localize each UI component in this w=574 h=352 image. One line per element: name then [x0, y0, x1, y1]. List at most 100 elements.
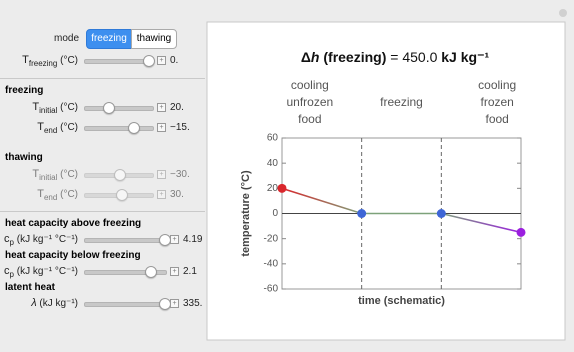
- slider-label: λ (kJ kg⁻¹): [0, 297, 78, 309]
- mode-label: mode: [54, 33, 80, 44]
- subscript: p: [9, 270, 14, 279]
- y-tick-label: 60: [267, 133, 279, 144]
- unit: (°C): [60, 102, 78, 113]
- data-point: [436, 209, 446, 218]
- unit: (kJ kg⁻¹): [39, 298, 78, 309]
- slider-track[interactable]: [84, 302, 167, 307]
- expand-button[interactable]: +: [157, 103, 166, 112]
- subscript: end: [43, 126, 58, 135]
- slider-thumb[interactable]: [145, 266, 157, 278]
- chart-panel: [206, 21, 566, 341]
- y-tick-label: 20: [267, 183, 279, 194]
- mode-button[interactable]: freezing: [86, 29, 132, 49]
- section-heading: heat capacity below freezing: [5, 250, 141, 261]
- slider-label: Tend (°C): [0, 188, 78, 202]
- slider-track[interactable]: [84, 238, 167, 243]
- phase-label: frozen: [480, 95, 513, 109]
- unit: (°C): [60, 169, 78, 180]
- slider-row: λ (kJ kg⁻¹) +335.: [0, 297, 205, 311]
- slider-label: cp (kJ kg⁻¹ °C⁻¹): [0, 233, 78, 247]
- subscript: p: [9, 238, 14, 247]
- slider-track[interactable]: [84, 106, 154, 111]
- subscript: initial: [39, 173, 58, 182]
- y-tick-label: -40: [264, 258, 279, 269]
- symbol: T: [37, 121, 44, 133]
- unit: (°C): [60, 189, 78, 200]
- section-heading: thawing: [5, 152, 43, 163]
- slider-value: 0.: [170, 55, 179, 66]
- slider-thumb[interactable]: [103, 102, 115, 114]
- slider-value: 4.19: [183, 234, 203, 245]
- expand-button[interactable]: +: [157, 56, 166, 65]
- unit: (°C): [60, 122, 78, 133]
- slider-value: −15.: [170, 122, 190, 133]
- y-tick-label: -20: [264, 233, 279, 244]
- divider: [0, 211, 205, 212]
- unit: (kJ kg⁻¹ °C⁻¹): [16, 266, 78, 277]
- mode-button[interactable]: thawing: [131, 29, 177, 49]
- unit: (°C): [60, 55, 78, 66]
- title-part: = 450.0: [386, 49, 441, 65]
- unit: (kJ kg⁻¹ °C⁻¹): [16, 234, 78, 245]
- phase-label: cooling: [291, 78, 329, 92]
- title-part: h: [311, 49, 320, 65]
- y-tick-label: 40: [267, 158, 279, 169]
- data-point: [357, 209, 367, 218]
- expand-button[interactable]: +: [157, 170, 166, 179]
- slider-value: 2.1: [183, 266, 197, 277]
- data-point: [516, 227, 526, 237]
- symbol: T: [22, 54, 29, 66]
- slider-row: cp (kJ kg⁻¹ °C⁻¹) +4.19: [0, 233, 205, 247]
- symbol: λ: [31, 297, 37, 309]
- subscript: end: [43, 193, 58, 202]
- phase-label: food: [485, 112, 508, 126]
- y-tick-label: -60: [264, 284, 279, 295]
- expand-button[interactable]: +: [157, 123, 166, 132]
- slider-thumb[interactable]: [114, 169, 126, 181]
- slider-row: Tinitial (°C) + −30.: [0, 168, 205, 182]
- expand-button[interactable]: +: [157, 190, 166, 199]
- slider-thumb[interactable]: [116, 189, 128, 201]
- phase-label: unfrozen: [286, 95, 333, 109]
- divider: [0, 78, 205, 79]
- slider-row: Tend (°C) + −15.: [0, 121, 205, 135]
- section-heading: heat capacity above freezing: [5, 218, 142, 229]
- slider-label: Tfreezing (°C): [0, 54, 78, 68]
- symbol: c: [4, 233, 10, 245]
- phase-label: freezing: [380, 95, 423, 109]
- subscript: initial: [39, 106, 58, 115]
- slider-row: cp (kJ kg⁻¹ °C⁻¹) +2.1: [0, 265, 205, 279]
- x-axis-label: time (schematic): [358, 295, 445, 307]
- slider-value: 20.: [170, 102, 184, 113]
- expand-button[interactable]: +: [170, 235, 179, 244]
- section-heading: freezing: [5, 85, 44, 96]
- symbol: T: [37, 188, 44, 200]
- slider-label: Tinitial (°C): [0, 101, 78, 115]
- data-point: [277, 183, 287, 193]
- slider-track[interactable]: [84, 270, 167, 275]
- slider-label: Tend (°C): [0, 121, 78, 135]
- close-icon[interactable]: [559, 9, 567, 17]
- symbol: T: [32, 101, 40, 113]
- symbol: c: [4, 265, 10, 277]
- slider-value: −30.: [170, 169, 190, 180]
- slider-thumb[interactable]: [128, 122, 140, 134]
- title-part: (freezing): [319, 49, 386, 65]
- title-part: Δ: [301, 49, 311, 65]
- y-axis-label: temperature (°C): [240, 170, 252, 257]
- slider-track[interactable]: [84, 126, 154, 131]
- symbol: T: [32, 168, 40, 180]
- slider-thumb[interactable]: [143, 55, 155, 67]
- expand-button[interactable]: +: [170, 267, 179, 276]
- slider-row: Tinitial (°C) +20.: [0, 101, 205, 115]
- data-line: [281, 187, 522, 234]
- expand-button[interactable]: +: [170, 299, 179, 308]
- slider-row: Tfreezing (°C) +0.: [0, 54, 205, 68]
- slider-value: 30.: [170, 189, 184, 200]
- slider-row: Tend (°C) +30.: [0, 188, 205, 202]
- phase-label: food: [298, 112, 321, 126]
- y-tick-label: 0: [272, 208, 278, 219]
- slider-label: cp (kJ kg⁻¹ °C⁻¹): [0, 265, 78, 279]
